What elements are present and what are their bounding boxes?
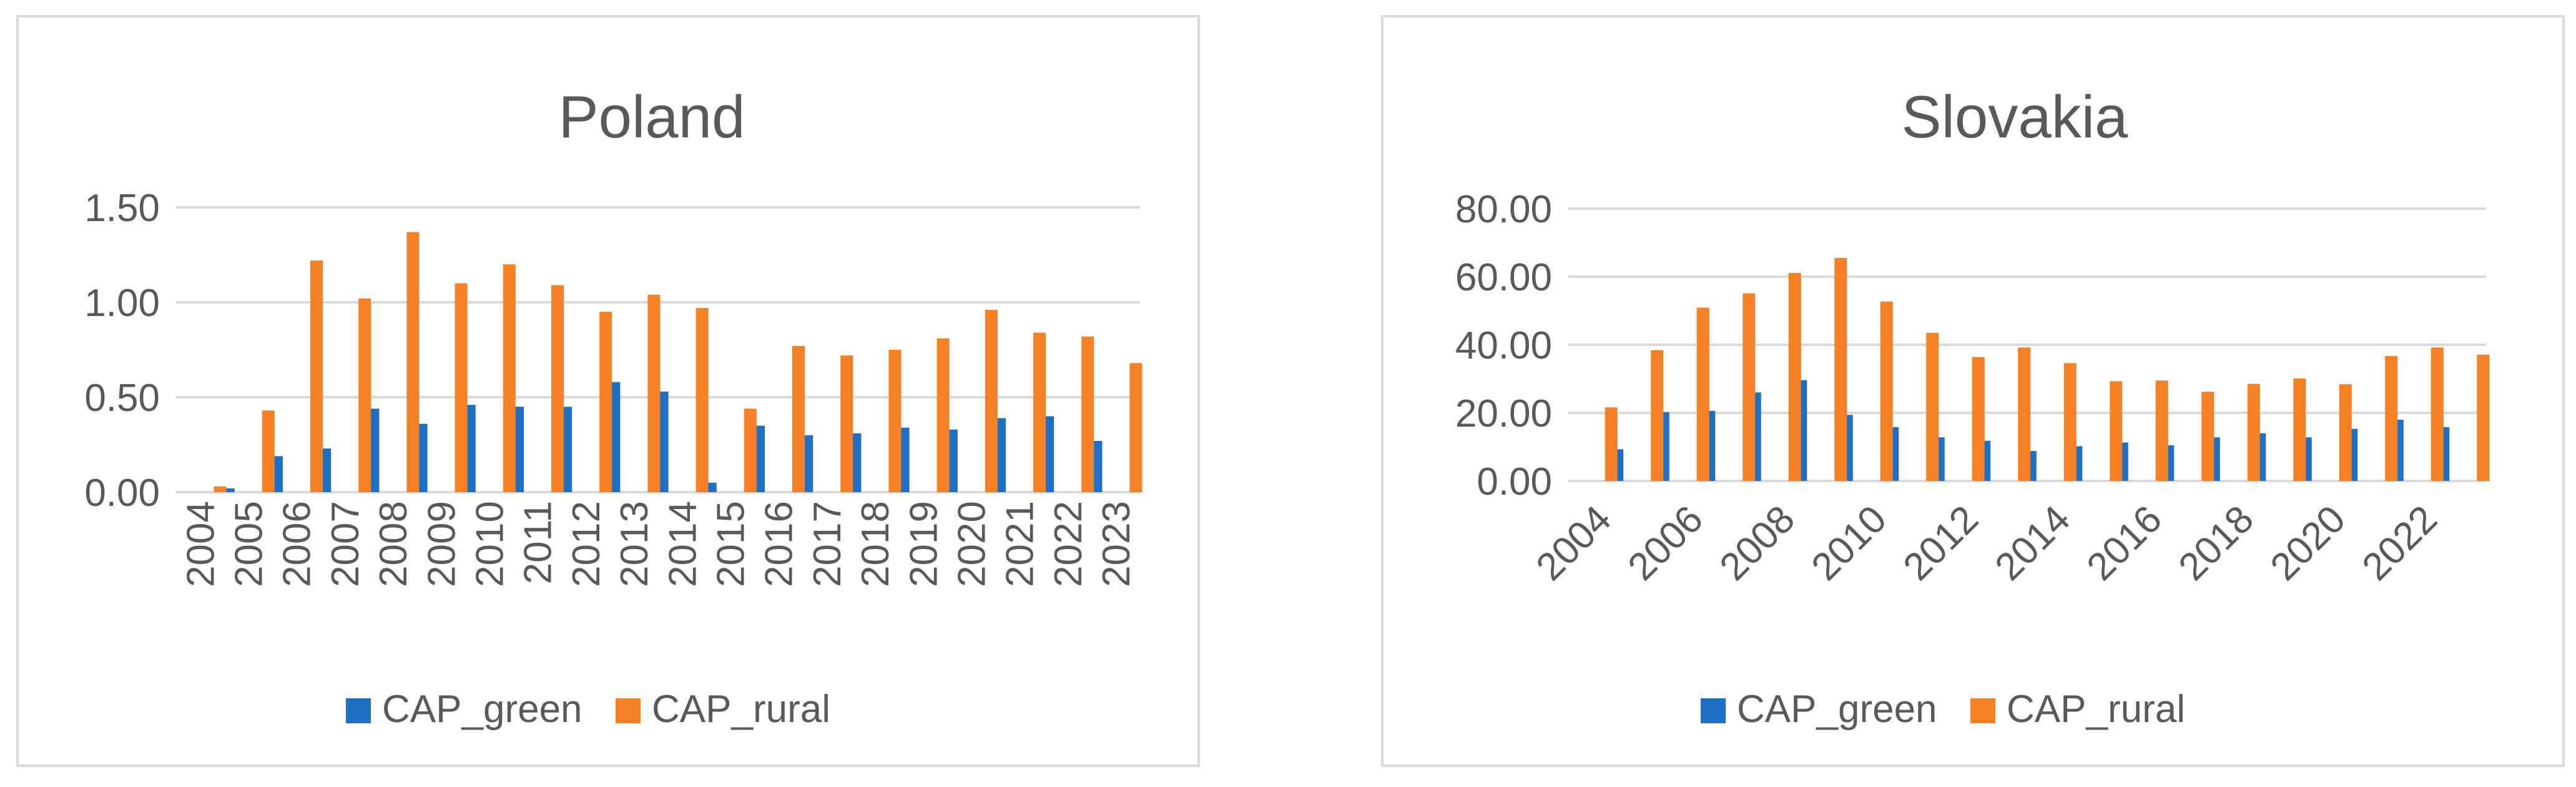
legend-swatch-cap-green (346, 698, 371, 723)
x-tick-label: 2017 (806, 501, 849, 587)
bar-cap-rural (888, 350, 902, 492)
x-tick-label: 2004 (1528, 497, 1620, 588)
x-tick-label: 2011 (517, 501, 560, 584)
x-tick-label: 2023 (1095, 501, 1138, 587)
x-tick-label: 2016 (2079, 497, 2170, 588)
bar-cap-rural (2110, 381, 2123, 481)
bar-cap-rural (2018, 347, 2031, 481)
bar-cap-rural (358, 298, 371, 492)
y-tick-label: 1.00 (84, 282, 160, 325)
bar-cap-rural (792, 345, 805, 492)
x-tick-label: 2018 (2171, 497, 2262, 588)
bar-cap-rural (2293, 378, 2306, 481)
chart-slovakia: Slovakia 0.00 20.00 40.00 60.00 80.00 2004 2006… (1455, 84, 2490, 731)
bar-cap-rural (647, 294, 661, 492)
bar-cap-rural (2063, 363, 2077, 481)
bar-cap-rural (1033, 332, 1046, 492)
x-tick-label: 2022 (2354, 497, 2446, 588)
x-tick-label: 2015 (710, 501, 753, 587)
bar-cap-rural (2477, 354, 2490, 481)
y-tick-label: 0.00 (84, 472, 160, 515)
y-tick-label: 60.00 (1455, 256, 1552, 299)
x-tick-label: 2019 (902, 501, 945, 587)
y-tick-label: 20.00 (1455, 392, 1552, 435)
chart-panel-slovakia: Slovakia 0.00 20.00 40.00 60.00 80.00 2004 2006… (1381, 15, 2565, 767)
y-tick-label: 40.00 (1455, 324, 1552, 367)
x-tick-label: 2020 (951, 501, 994, 587)
bar-cap-rural (2247, 384, 2260, 481)
x-tick-label: 2014 (661, 501, 704, 587)
x-tick-label: 2008 (372, 501, 415, 587)
chart-title: Poland (559, 84, 745, 151)
bar-cap-rural (310, 260, 323, 492)
legend-label: CAP_rural (652, 688, 830, 731)
x-tick-label: 2005 (228, 501, 271, 587)
bar-cap-green (222, 488, 235, 492)
x-tick-label: 2010 (469, 501, 512, 587)
x-tick-label: 2004 (179, 501, 222, 587)
bar-cap-rural (937, 338, 950, 492)
legend-swatch-cap-rural (616, 698, 641, 723)
bar-cap-rural (840, 355, 853, 492)
x-tick-label: 2007 (324, 501, 367, 587)
bar-cap-rural (599, 312, 612, 492)
bar-cap-rural (214, 486, 227, 492)
x-tick-label: 2022 (1047, 501, 1090, 587)
y-tick-label: 80.00 (1455, 188, 1552, 231)
x-tick-label: 2006 (276, 501, 319, 587)
bar-cap-rural (1743, 293, 1756, 481)
bar-cap-rural (1696, 307, 1709, 481)
x-tick-label: 2008 (1712, 497, 1803, 588)
legend-label: CAP_rural (2007, 688, 2185, 731)
bar-cap-rural (2201, 392, 2215, 481)
bar-cap-rural (503, 264, 516, 492)
y-tick-label: 0.00 (1477, 460, 1552, 503)
x-tick-label: 2014 (1987, 497, 2078, 588)
bar-cap-rural (1605, 407, 1618, 481)
x-tick-label: 2006 (1620, 497, 1711, 588)
x-tick-label: 2018 (854, 501, 897, 587)
bar-cap-rural (262, 410, 275, 492)
bar-cap-rural (2385, 355, 2398, 481)
x-tick-label: 2012 (1895, 497, 1987, 588)
bar-cap-rural (1972, 357, 1985, 481)
legend-swatch-cap-green (1701, 698, 1726, 723)
y-tick-label: 0.50 (84, 377, 160, 420)
bar-cap-rural (2431, 347, 2444, 481)
bar-cap-rural (985, 310, 998, 492)
x-tick-label: 2016 (758, 501, 801, 587)
bar-cap-rural (2155, 380, 2168, 481)
bar-cap-rural (1129, 363, 1143, 492)
bar-cap-rural (455, 283, 468, 492)
bar-cap-rural (551, 285, 564, 492)
bar-cap-rural (1081, 336, 1094, 492)
x-tick-label: 2013 (613, 501, 656, 587)
bar-cap-rural (1834, 258, 1847, 481)
x-tick-label: 2020 (2263, 497, 2354, 588)
bar-cap-rural (1926, 332, 1939, 481)
x-tick-label: 2009 (420, 501, 463, 587)
bar-cap-rural (696, 308, 709, 492)
chart-title: Slovakia (1902, 84, 2128, 151)
bar-cap-rural (1880, 301, 1893, 481)
legend-swatch-cap-rural (1970, 698, 1995, 723)
bar-cap-rural (744, 408, 757, 492)
bar-cap-rural (1651, 350, 1664, 481)
bar-cap-rural (2339, 384, 2352, 481)
bar-cap-rural (406, 232, 420, 492)
bar-cap-rural (1788, 273, 1801, 481)
x-tick-label: 2012 (565, 501, 608, 587)
x-tick-label: 2021 (999, 501, 1042, 587)
legend-label: CAP_green (1737, 688, 1937, 731)
x-tick-label: 2010 (1804, 497, 1895, 588)
y-tick-label: 1.50 (84, 187, 160, 230)
chart-panel-poland: Poland 0.00 0.50 1.00 1.50 2004 2005 2006 2007 20… (16, 15, 1200, 767)
legend-label: CAP_green (382, 688, 583, 731)
